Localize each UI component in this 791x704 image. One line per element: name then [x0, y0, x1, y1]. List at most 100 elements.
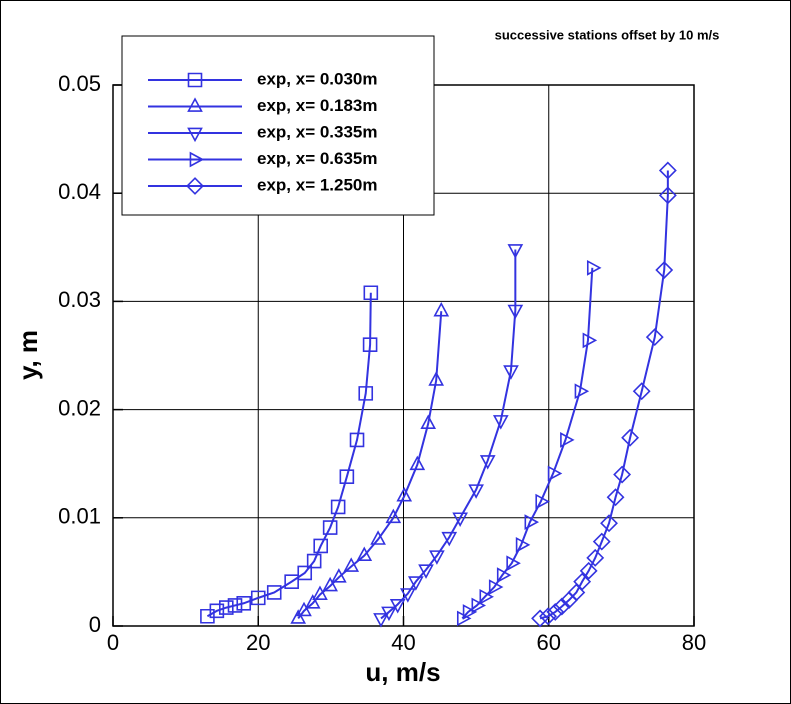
marker	[385, 508, 402, 524]
marker	[409, 455, 426, 471]
legend-label: exp, x= 0.183m	[257, 96, 378, 115]
marker	[313, 538, 329, 554]
marker	[586, 260, 602, 276]
legend-marker	[189, 151, 205, 168]
marker	[349, 432, 365, 448]
marker	[356, 546, 373, 562]
marker	[655, 261, 674, 279]
marker	[373, 613, 389, 628]
y-tick-label: 0.05	[58, 71, 101, 96]
marker	[452, 512, 468, 527]
marker	[296, 601, 312, 617]
marker	[658, 186, 677, 205]
marker	[621, 428, 640, 447]
marker	[306, 553, 322, 569]
marker	[339, 469, 355, 484]
marker	[322, 520, 338, 535]
marker	[547, 465, 563, 482]
y-tick-label: 0.03	[58, 287, 101, 312]
marker	[507, 244, 524, 259]
marker	[331, 568, 347, 583]
y-tick-label: 0.01	[58, 504, 101, 529]
marker	[456, 610, 472, 627]
marker	[209, 603, 225, 619]
marker	[362, 337, 378, 352]
marker	[330, 499, 346, 515]
x-tick-label: 0	[107, 630, 119, 655]
marker	[479, 455, 496, 470]
legend-label: exp, x= 1.250m	[257, 175, 378, 194]
y-tick-label: 0.04	[58, 179, 101, 204]
series-line	[380, 249, 517, 620]
marker	[586, 548, 605, 567]
legend-marker	[187, 127, 203, 143]
marker	[496, 567, 512, 583]
y-tick-label: 0	[89, 612, 101, 637]
marker	[266, 585, 282, 600]
marker	[370, 530, 386, 545]
marker	[400, 588, 416, 603]
marker	[343, 557, 360, 572]
marker	[250, 590, 266, 606]
marker	[363, 285, 379, 301]
x-tick-label: 40	[391, 630, 415, 655]
marker	[304, 594, 321, 609]
marker	[471, 597, 487, 614]
marker	[358, 386, 374, 401]
marker	[524, 514, 540, 530]
marker	[462, 604, 478, 620]
marker	[322, 576, 338, 592]
marker	[515, 537, 531, 553]
x-tick-label: 80	[682, 630, 706, 655]
marker	[506, 555, 521, 572]
annotation: successive stations offset by 10 m/s	[495, 27, 720, 42]
marker	[579, 561, 598, 580]
marker	[468, 484, 484, 499]
y-axis-label: y, m	[13, 330, 43, 380]
legend-marker	[187, 97, 203, 112]
marker	[535, 493, 550, 510]
legend-marker	[186, 177, 204, 195]
legend-label: exp, x= 0.635m	[257, 149, 378, 168]
x-tick-label: 20	[246, 630, 270, 655]
marker	[645, 328, 664, 347]
marker	[492, 415, 509, 430]
marker	[582, 332, 598, 349]
marker	[428, 371, 445, 386]
marker	[503, 365, 519, 380]
marker	[613, 465, 632, 484]
marker	[200, 608, 215, 624]
marker	[420, 414, 437, 430]
marker	[418, 564, 434, 579]
plot-area	[112, 84, 695, 628]
marker	[312, 585, 328, 600]
marker	[396, 487, 413, 502]
marker	[479, 588, 494, 605]
marker	[606, 488, 625, 507]
marker	[488, 579, 504, 595]
y-tick-label: 0.02	[58, 395, 101, 420]
marker	[429, 550, 445, 565]
marker	[574, 383, 590, 400]
marker	[227, 598, 243, 613]
marker	[290, 609, 307, 624]
marker	[408, 576, 424, 591]
marker	[433, 301, 450, 317]
marker	[658, 161, 677, 180]
x-axis-label: u, m/s	[365, 657, 440, 687]
marker	[546, 603, 565, 621]
series-line	[539, 170, 669, 620]
marker	[600, 514, 618, 533]
legend-marker	[187, 72, 203, 88]
legend-label: exp, x= 0.030m	[257, 69, 378, 88]
x-tick-label: 60	[537, 630, 561, 655]
marker	[507, 304, 524, 320]
marker	[389, 599, 406, 614]
marker	[218, 600, 234, 615]
marker	[531, 609, 549, 628]
legend: exp, x= 0.030m exp, x= 0.183m exp, x= 0.33…	[121, 35, 435, 216]
marker	[236, 595, 252, 611]
marker	[441, 531, 458, 547]
marker	[560, 432, 575, 448]
